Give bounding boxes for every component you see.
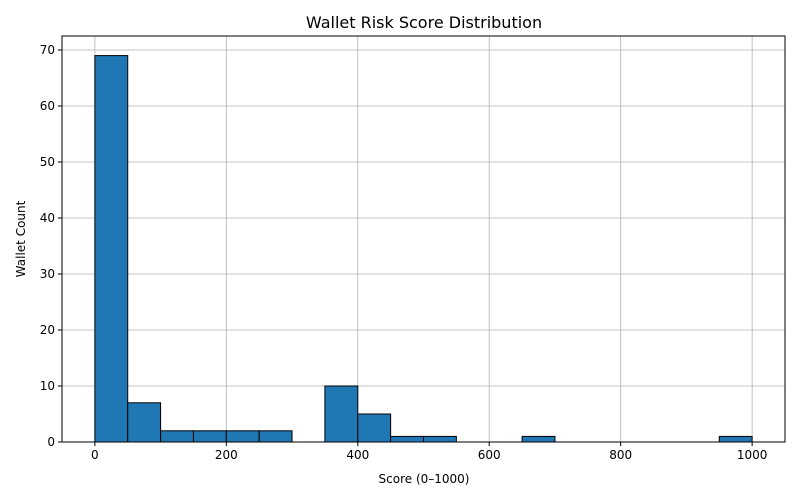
histogram-bar bbox=[423, 435, 457, 443]
y-tick-label: 30 bbox=[40, 267, 55, 281]
histogram-bar bbox=[357, 413, 392, 443]
histogram-bar bbox=[390, 435, 424, 443]
x-tick-label: 1000 bbox=[737, 448, 768, 462]
y-tick-label: 40 bbox=[40, 211, 55, 225]
histogram-bar bbox=[225, 430, 260, 443]
x-tick-label: 400 bbox=[346, 448, 369, 462]
y-tick-label: 60 bbox=[40, 99, 55, 113]
histogram-bar bbox=[127, 402, 162, 443]
x-axis-label: Score (0–1000) bbox=[379, 472, 470, 486]
plot-frame bbox=[61, 35, 786, 443]
histogram-bar bbox=[718, 435, 753, 443]
x-tick-label: 200 bbox=[215, 448, 238, 462]
grid-lines bbox=[62, 36, 785, 443]
x-tick-label: 600 bbox=[478, 448, 501, 462]
histogram-bar bbox=[258, 430, 293, 443]
histogram-bar bbox=[94, 55, 129, 443]
histogram-bar bbox=[521, 435, 556, 443]
axis-ticks: 0 200 400 600 800 1000 0 10 20 30 40 50 60 70 bbox=[40, 43, 768, 462]
y-axis-label: Wallet Count bbox=[14, 200, 28, 277]
y-tick-label: 70 bbox=[40, 43, 55, 57]
y-tick-label: 50 bbox=[40, 155, 55, 169]
histogram-bar bbox=[324, 385, 359, 443]
histogram-bar bbox=[192, 430, 227, 443]
chart-title: Wallet Risk Score Distribution bbox=[306, 13, 542, 32]
bars bbox=[94, 55, 753, 443]
histogram-bar bbox=[160, 430, 194, 443]
y-tick-label: 20 bbox=[40, 323, 55, 337]
x-tick-label: 800 bbox=[609, 448, 632, 462]
y-tick-label: 0 bbox=[47, 435, 55, 449]
x-tick-label: 0 bbox=[91, 448, 99, 462]
y-tick-label: 10 bbox=[40, 379, 55, 393]
